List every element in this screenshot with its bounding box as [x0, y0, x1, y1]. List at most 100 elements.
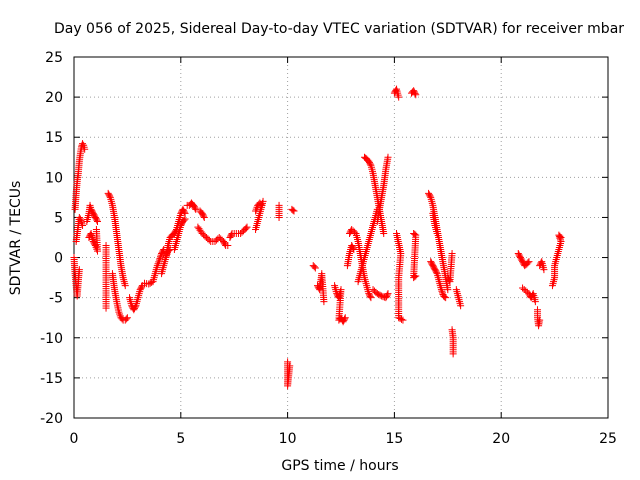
y-axis-tick-labels: -20 -15 -10 -5 0 5 10 15 20 25 — [40, 50, 63, 427]
data-point-plus — [75, 213, 83, 221]
data-point-plus — [191, 204, 199, 212]
data-point-plus — [412, 272, 420, 280]
data-point-plus — [557, 234, 565, 241]
data-point-plus — [106, 192, 114, 200]
y-tick-label: 15 — [45, 130, 63, 146]
data-point-plus — [257, 200, 265, 208]
data-point-plus — [221, 240, 229, 248]
data-point-plus — [349, 244, 357, 252]
data-point-plus — [442, 294, 450, 302]
data-point-plus — [275, 213, 283, 221]
data-point-plus — [433, 229, 441, 237]
data-point-plus — [138, 283, 146, 291]
data-point-plus — [146, 279, 154, 287]
x-tick-label: 25 — [599, 431, 617, 447]
data-point-plus — [341, 314, 349, 322]
data-point-plus — [258, 201, 266, 209]
data-point-plus — [181, 215, 189, 223]
data-point-plus — [432, 268, 440, 276]
data-point-plus — [131, 303, 139, 311]
data-point-plus — [367, 294, 375, 302]
data-point-plus — [200, 212, 208, 220]
y-axis-title: SDTVAR / TECUs — [8, 181, 24, 296]
x-axis-tick-labels: 0 5 10 15 20 25 — [70, 431, 617, 447]
data-point-plus — [449, 350, 457, 358]
chart-title: Day 056 of 2025, Sidereal Day-to-day VTE… — [54, 21, 624, 37]
x-axis-title: GPS time / hours — [281, 458, 398, 474]
data-point-plus — [448, 250, 456, 258]
data-point-plus — [76, 215, 84, 223]
data-point-plus — [242, 224, 250, 232]
data-point-plus — [384, 290, 392, 298]
data-point-plus — [426, 192, 434, 200]
data-point-plus — [395, 314, 403, 322]
data-point-plus — [556, 232, 564, 240]
data-point-plus — [531, 298, 539, 306]
x-tick-label: 0 — [70, 431, 79, 447]
data-point-plus — [444, 286, 452, 294]
data-point-plus — [123, 314, 131, 322]
data-point-plus — [102, 304, 110, 312]
data-point-plus — [441, 293, 449, 301]
data-point-plus — [93, 216, 101, 224]
y-tick-label: 20 — [45, 90, 63, 106]
data-point-plus — [445, 276, 453, 284]
data-point-plus — [412, 91, 420, 99]
grid-lines — [74, 57, 608, 418]
data-point-plus — [180, 216, 188, 224]
data-point-plus — [192, 205, 200, 213]
data-point-plus — [77, 217, 85, 225]
data-point-plus — [437, 286, 445, 294]
x-tick-label: 15 — [385, 431, 403, 447]
data-point-plus — [536, 316, 544, 324]
data-point-plus — [157, 253, 165, 261]
data-point-plus — [92, 225, 100, 233]
y-tick-label: 25 — [45, 50, 63, 66]
data-point-plus — [156, 254, 164, 262]
data-point-plus — [411, 230, 419, 238]
y-tick-label: -10 — [40, 331, 63, 347]
data-point-plus — [380, 229, 388, 237]
data-point-plus — [122, 315, 130, 323]
data-point-plus — [79, 221, 87, 229]
data-point-plus — [180, 208, 188, 216]
data-point-plus — [398, 315, 406, 323]
y-tick-label: 0 — [54, 251, 63, 267]
data-point-plus — [79, 140, 87, 148]
data-point-plus — [366, 160, 374, 168]
data-point-plus — [376, 291, 384, 299]
data-point-plus — [75, 266, 83, 274]
data-point-plus — [145, 280, 153, 288]
data-point-plus — [524, 259, 532, 267]
data-point-plus — [93, 217, 101, 225]
data-points — [70, 85, 565, 390]
data-point-plus — [525, 258, 533, 266]
data-point-plus — [77, 218, 85, 226]
data-point-plus — [457, 302, 465, 310]
data-point-plus — [243, 223, 251, 231]
axis-ticks — [73, 56, 609, 419]
y-tick-label: 5 — [54, 210, 63, 226]
data-point-plus — [384, 153, 392, 161]
plot-area-border — [73, 56, 609, 419]
data-point-plus — [121, 282, 129, 290]
data-point-plus — [227, 231, 235, 239]
data-point-plus — [395, 93, 403, 101]
data-point-plus — [289, 206, 297, 214]
data-point-plus — [155, 256, 163, 264]
data-point-plus — [286, 362, 294, 370]
data-point-plus — [396, 315, 404, 323]
data-point-plus — [399, 316, 407, 324]
data-point-plus — [200, 213, 208, 221]
y-tick-label: -5 — [49, 291, 63, 307]
data-point-plus — [290, 207, 298, 215]
data-point-plus — [310, 263, 318, 271]
data-point-plus — [438, 287, 446, 295]
data-point-plus — [411, 273, 419, 281]
x-tick-label: 10 — [279, 431, 297, 447]
y-tick-label: -15 — [40, 371, 63, 387]
y-tick-label: 10 — [45, 170, 63, 186]
x-tick-label: 5 — [176, 431, 185, 447]
data-point-plus — [383, 291, 391, 299]
